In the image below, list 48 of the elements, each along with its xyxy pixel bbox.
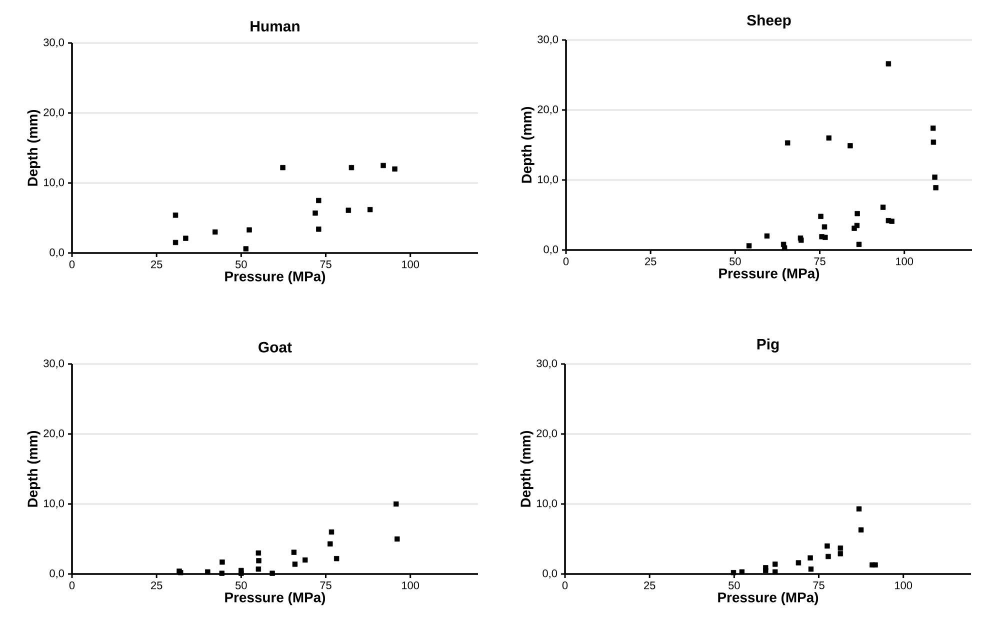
y-tick-label: 20,0 xyxy=(44,108,64,118)
y-tick-label: 10,0 xyxy=(536,499,558,509)
y-axis-title: Depth (mm) xyxy=(520,430,534,507)
x-tick-label: 25 xyxy=(644,582,656,590)
chart-title: Sheep xyxy=(747,14,791,28)
x-tick-label: 0 xyxy=(69,260,75,268)
y-tick-label: 10,0 xyxy=(538,175,558,185)
x-tick-label: 25 xyxy=(151,582,162,590)
x-tick-label: 25 xyxy=(151,260,162,268)
x-tick-label: 25 xyxy=(645,258,656,266)
chart-title: Pig xyxy=(757,338,779,353)
y-tick-label: 0,0 xyxy=(542,569,558,579)
x-tick-label: 0 xyxy=(563,258,569,266)
x-axis-title: Pressure (MPa) xyxy=(719,268,820,282)
y-axis-title: Depth (mm) xyxy=(27,430,40,507)
y-axis-title: Depth (mm) xyxy=(521,106,534,183)
x-tick-label: 50 xyxy=(236,582,247,590)
y-tick-label: 30,0 xyxy=(44,359,64,369)
x-tick-label: 50 xyxy=(730,258,741,266)
x-tick-label: 50 xyxy=(728,582,740,590)
x-tick-label: 0 xyxy=(562,582,568,590)
y-tick-label: 0,0 xyxy=(544,245,558,255)
y-tick-label: 20,0 xyxy=(44,429,64,439)
y-tick-label: 0,0 xyxy=(50,569,64,579)
x-tick-label: 0 xyxy=(69,582,75,590)
y-tick-label: 10,0 xyxy=(44,499,64,509)
x-axis-title: Pressure (MPa) xyxy=(225,271,326,284)
y-tick-label: 0,0 xyxy=(50,248,64,258)
y-tick-label: 20,0 xyxy=(536,429,558,439)
chart-title: Goat xyxy=(258,342,292,352)
x-tick-label: 50 xyxy=(236,260,247,268)
x-tick-label: 75 xyxy=(814,258,826,266)
y-tick-label: 20,0 xyxy=(538,105,558,115)
x-tick-label: 75 xyxy=(813,582,824,590)
y-tick-label: 30,0 xyxy=(538,35,558,45)
chart-title: Human xyxy=(250,21,300,32)
x-tick-label: 75 xyxy=(320,582,332,590)
y-axis-title: Depth (mm) xyxy=(27,110,40,186)
y-tick-label: 30,0 xyxy=(536,359,558,369)
x-tick-label: 100 xyxy=(896,258,914,266)
x-axis-title: Pressure (MPa) xyxy=(225,592,326,606)
x-axis-title: Pressure (MPa) xyxy=(718,592,818,606)
y-tick-label: 30,0 xyxy=(44,38,64,48)
y-tick-label: 10,0 xyxy=(44,178,64,188)
x-tick-label: 100 xyxy=(402,260,420,268)
x-tick-label: 100 xyxy=(402,582,420,590)
x-tick-label: 100 xyxy=(895,582,912,590)
x-tick-label: 75 xyxy=(320,260,332,268)
